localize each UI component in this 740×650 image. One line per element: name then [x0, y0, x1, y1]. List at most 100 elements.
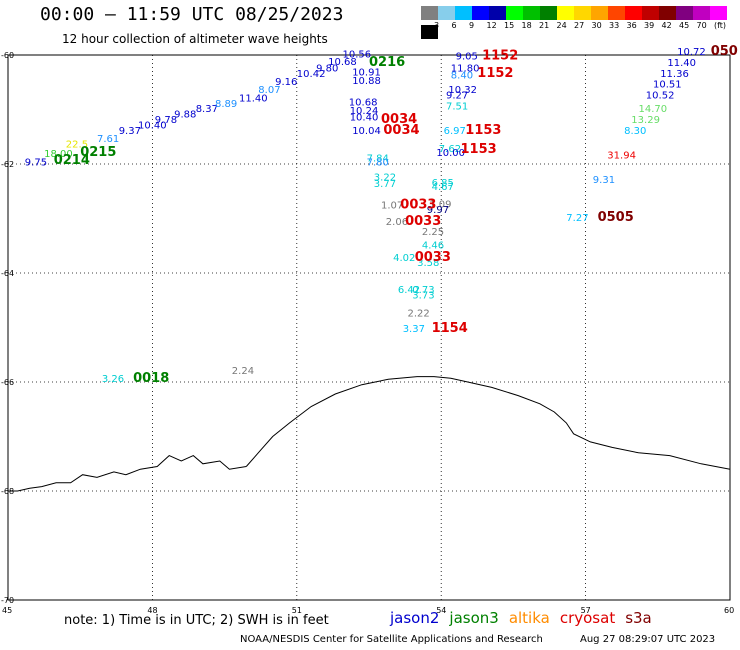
color-swatch — [523, 6, 540, 20]
satellite-legend-item: altika — [508, 609, 550, 627]
longitude-label: 51 — [292, 606, 302, 615]
wave-height-value: 9.88 — [174, 110, 196, 121]
satellite-legend: jason2 jason3 altika cryosat s3a — [390, 609, 662, 627]
pass-time-label: 0034 — [381, 112, 417, 127]
wave-height-value: 8.37 — [196, 104, 218, 115]
wave-height-value: 3.73 — [412, 291, 434, 302]
wave-height-value: 9.78 — [155, 115, 177, 126]
wave-height-value: 1.09 — [429, 200, 451, 211]
wave-height-value: 6.85 — [432, 178, 454, 189]
wave-height-value: 10.91 — [352, 68, 381, 79]
wave-height-value: 3.58 — [417, 258, 439, 269]
wave-height-value: 4.46 — [422, 241, 444, 252]
wave-height-value: 11.40 — [667, 58, 696, 69]
wave-height-value: 4.67 — [432, 182, 454, 193]
satellite-legend-item: jason3 — [449, 609, 499, 627]
wave-height-value: 10.00 — [436, 148, 465, 159]
credit-text: NOAA/NESDIS Center for Satellite Applica… — [240, 634, 543, 645]
satellite-legend-item: jason2 — [390, 609, 440, 627]
color-swatch — [710, 6, 727, 20]
wave-height-value: 7.84 — [367, 153, 389, 164]
latitude-label: -60 — [1, 51, 14, 60]
color-scale-label: 33 — [609, 21, 620, 30]
wave-height-value: 7.80 — [367, 158, 389, 169]
wave-height-value: 10.88 — [352, 76, 381, 87]
wave-height-value: 10.52 — [646, 91, 675, 102]
wave-height-value: 7.51 — [446, 102, 468, 113]
color-swatch — [438, 6, 455, 20]
coastline-east — [245, 376, 731, 470]
longitude-label: 45 — [2, 606, 12, 615]
color-swatch — [591, 6, 608, 20]
wave-height-value: 31.94 — [607, 151, 636, 162]
color-scale-label: 21 — [539, 21, 550, 30]
pass-time-label: 0033 — [415, 250, 451, 265]
color-swatch — [455, 6, 472, 20]
color-scale-label: 6 — [451, 21, 457, 30]
wave-height-value: 22.5 — [66, 140, 88, 151]
latitude-label: -64 — [1, 269, 14, 278]
color-scale-label: 3 — [434, 21, 440, 30]
wave-height-value: 10.04 — [352, 126, 381, 137]
wave-height-value: 14.70 — [639, 104, 668, 115]
wave-height-value: 8.07 — [258, 85, 280, 96]
wave-height-value: 11.80 — [451, 63, 480, 74]
color-swatch — [540, 6, 557, 20]
color-swatch — [693, 6, 710, 20]
wave-height-value: 6.97 — [444, 126, 466, 137]
wave-height-value: 18.00 — [44, 149, 73, 160]
wave-height-value: 11.36 — [660, 69, 689, 80]
pass-time-label: 0505 — [598, 210, 634, 225]
color-scale-label: 39 — [644, 21, 655, 30]
page-title: 00:00 – 11:59 UTC 08/25/2023 — [40, 4, 344, 25]
wave-height-value: 9.37 — [119, 126, 141, 137]
color-scale-label: (ft) — [714, 21, 727, 30]
page-subtitle: 12 hour collection of altimeter wave hei… — [62, 32, 328, 46]
pass-time-label: 1153 — [461, 142, 497, 157]
wave-height-value: 2.22 — [408, 309, 430, 320]
wave-height-value: 9.31 — [593, 175, 615, 186]
wave-height-value: 6.42 — [398, 285, 420, 296]
pass-time-label: 0033 — [400, 198, 436, 213]
wave-height-value: 11.40 — [239, 93, 268, 104]
generated-timestamp: Aug 27 08:29:07 UTC 2023 — [580, 634, 716, 645]
wave-height-value: 9.27 — [446, 91, 468, 102]
color-scale-label: 18 — [521, 21, 532, 30]
satellite-legend-item: cryosat — [559, 609, 616, 627]
pass-time-label: 1153 — [465, 123, 501, 138]
wave-height-value: 8.40 — [451, 70, 473, 81]
wave-height-value: 8.89 — [215, 99, 237, 110]
color-swatch — [625, 6, 642, 20]
color-swatch — [642, 6, 659, 20]
color-swatch — [421, 6, 438, 20]
wave-height-value: 7.62 — [439, 144, 461, 155]
wave-height-value: 10.42 — [297, 69, 326, 80]
latitude-label: -70 — [1, 596, 14, 605]
longitude-label: 60 — [724, 606, 734, 615]
pass-time-label: 0018 — [133, 371, 169, 386]
color-swatch — [506, 6, 523, 20]
longitude-label: 57 — [581, 606, 591, 615]
footer-note: note: 1) Time is in UTC; 2) SWH is in fe… — [64, 613, 329, 628]
wave-height-value: 2.06 — [386, 217, 408, 228]
coastline-west — [8, 455, 247, 492]
color-swatch — [659, 6, 676, 20]
wave-height-value: 7.27 — [566, 213, 588, 224]
wave-height-value: 3.77 — [374, 179, 396, 190]
wave-height-value: 1.07 — [381, 201, 403, 212]
color-swatch — [557, 6, 574, 20]
color-swatch — [421, 25, 438, 39]
color-scale-label: 15 — [504, 21, 515, 30]
color-scale-label: 42 — [661, 21, 672, 30]
map-frame — [7, 54, 731, 601]
wave-height-value: 3.37 — [403, 324, 425, 335]
wave-height-value: 10.40 — [138, 121, 167, 132]
wave-height-value: 9.05 — [456, 51, 478, 62]
wave-height-value: 9.16 — [275, 77, 297, 88]
color-swatch — [676, 6, 693, 20]
wave-height-value: 13.29 — [631, 115, 660, 126]
color-swatch — [574, 6, 591, 20]
wave-height-value: 10.32 — [448, 85, 477, 96]
pass-time-label: 0214 — [54, 153, 90, 168]
wave-height-value: 2.24 — [232, 366, 254, 377]
